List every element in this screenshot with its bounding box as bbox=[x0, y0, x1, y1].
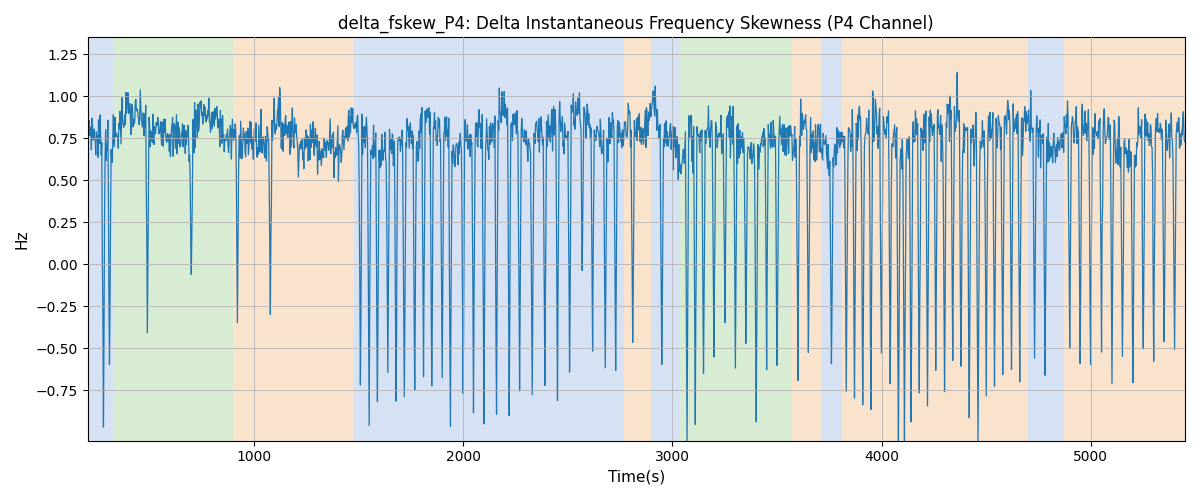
Bar bbox=[114, 38, 233, 440]
Bar bbox=[792, 38, 821, 440]
Bar bbox=[679, 38, 792, 440]
X-axis label: Time(s): Time(s) bbox=[607, 470, 665, 485]
Bar bbox=[88, 38, 114, 440]
Bar bbox=[1028, 38, 1063, 440]
Bar bbox=[652, 38, 679, 440]
Bar bbox=[842, 38, 1028, 440]
Bar bbox=[624, 38, 652, 440]
Bar bbox=[821, 38, 842, 440]
Bar bbox=[354, 38, 624, 440]
Y-axis label: Hz: Hz bbox=[14, 230, 30, 249]
Title: delta_fskew_P4: Delta Instantaneous Frequency Skewness (P4 Channel): delta_fskew_P4: Delta Instantaneous Freq… bbox=[338, 15, 934, 34]
Bar bbox=[233, 38, 354, 440]
Bar bbox=[1063, 38, 1184, 440]
